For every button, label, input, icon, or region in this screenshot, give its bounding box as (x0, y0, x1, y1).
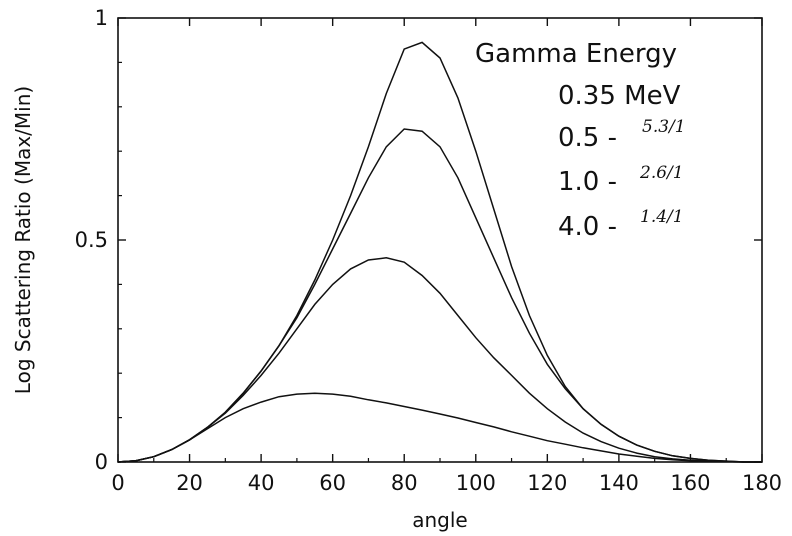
x-tick-label-100: 100 (456, 471, 496, 495)
x-tick-label-0: 0 (111, 471, 124, 495)
legend-note-0-5: 5.3/1 (642, 117, 686, 137)
legend-entry-1-0: 1.0 - (558, 167, 617, 197)
x-tick-label-40: 40 (248, 471, 275, 495)
legend-note-4-0: 1.4/1 (640, 207, 684, 227)
series-line-1-0 (117, 257, 762, 463)
y-tick-label-1: 1 (95, 6, 108, 30)
x-axis-title: angle (412, 508, 468, 532)
x-tick-label-180: 180 (742, 471, 782, 495)
legend-entry-0-5: 0.5 - (558, 123, 617, 153)
x-tick-label-80: 80 (391, 471, 418, 495)
x-tick-label-120: 120 (527, 471, 567, 495)
tick-labels: 0 20 40 60 80 100 120 140 160 180 0 0.5 1 (75, 6, 782, 495)
y-tick-label-0: 0 (95, 450, 108, 474)
x-tick-label-20: 20 (176, 471, 203, 495)
x-tick-label-60: 60 (319, 471, 346, 495)
legend-title: Gamma Energy (475, 39, 677, 69)
legend-note-1-0: 2.6/1 (639, 163, 684, 183)
series-line-4-0 (117, 392, 762, 463)
y-tick-label-0.5: 0.5 (75, 228, 108, 252)
x-tick-label-160: 160 (670, 471, 710, 495)
x-tick-label-140: 140 (599, 471, 639, 495)
legend-entry-0-35: 0.35 MeV (558, 81, 681, 111)
legend-entry-4-0: 4.0 - (558, 212, 617, 242)
series-lines (117, 41, 762, 463)
y-axis-title: Log Scattering Ratio (Max/Min) (11, 86, 35, 394)
legend: Gamma Energy 0.35 MeV 0.5 - 5.3/1 1.0 - … (475, 39, 686, 242)
